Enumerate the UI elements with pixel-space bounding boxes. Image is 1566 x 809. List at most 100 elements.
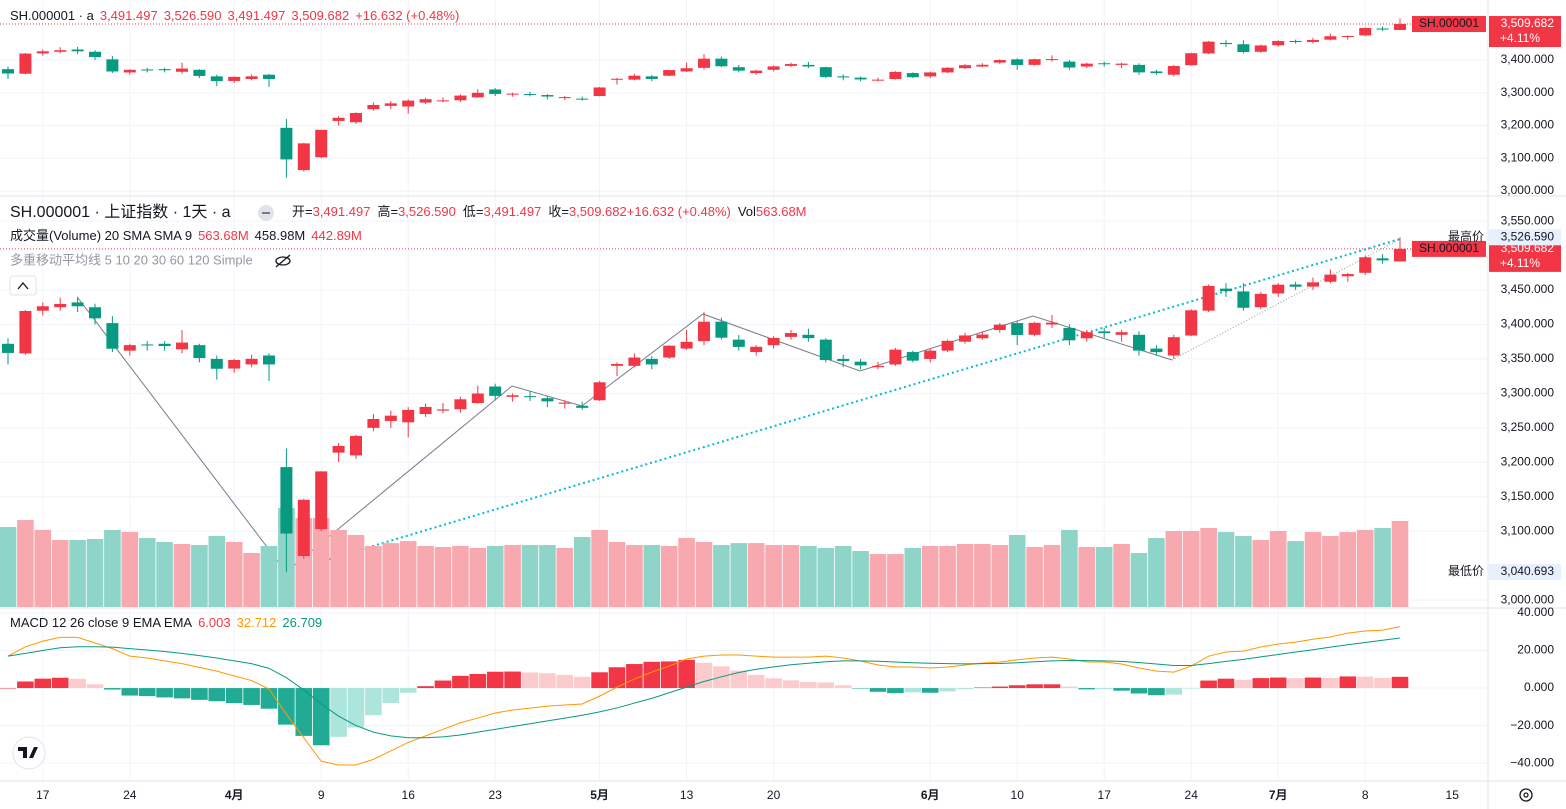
volume-bar	[486, 545, 504, 607]
mini-candle-body	[558, 97, 571, 99]
candle-body	[1098, 331, 1111, 334]
mini-candle-body	[36, 51, 49, 54]
volume-bar	[0, 527, 17, 607]
macd-histogram-bar	[678, 659, 695, 689]
macd-histogram-bar	[1200, 680, 1217, 689]
low-marker-name: 最低价	[1448, 564, 1484, 578]
mini-candle-body	[454, 95, 467, 101]
x-tick-label: 15	[1446, 788, 1460, 802]
volume-bar	[974, 543, 991, 607]
macd-histogram-bar	[1182, 688, 1200, 689]
macd-histogram-bar	[573, 676, 591, 689]
candle-body	[558, 402, 571, 404]
y-tick-label: 3,250.000	[1501, 420, 1555, 434]
y-tick-label: 3,300.000	[1501, 85, 1555, 99]
x-tick-label: 20	[767, 788, 781, 802]
volume-bar	[260, 545, 278, 607]
legend-value: 3,526.590	[398, 204, 456, 219]
candle-body	[1237, 291, 1250, 308]
grid	[0, 0, 1488, 780]
volume-bar	[138, 538, 156, 607]
mini-candle-body	[1324, 36, 1337, 40]
mini-candle-body	[854, 77, 867, 80]
symbol-label: SH.000001	[1419, 241, 1479, 255]
candle-body	[1307, 282, 1319, 287]
mini-candle-body	[1046, 59, 1058, 61]
mini-candle-body	[1063, 61, 1076, 68]
volume-bar	[556, 547, 574, 607]
volume-legend: 成交量(Volume) 20 SMA SMA 9 563.68M 458.98M 44…	[10, 228, 362, 243]
macd-histogram-bar	[991, 686, 1009, 689]
legend-value: 6.003	[198, 615, 231, 630]
candle-body	[802, 334, 815, 339]
volume-bar	[678, 538, 695, 607]
settings-button[interactable]	[1519, 788, 1533, 802]
mini-candle-body	[367, 104, 380, 110]
candle-body	[1394, 248, 1406, 262]
volume-bar	[869, 554, 887, 607]
mini-candle-body	[941, 67, 954, 73]
macd-histogram-bar	[365, 688, 382, 716]
mini-candle-body	[2, 69, 14, 74]
macd-legend: MACD 12 26 close 9 EMA EMA 6.003 32.712 26.…	[10, 615, 322, 630]
volume-bar	[208, 536, 226, 607]
volume-bar	[69, 540, 86, 607]
candle-body	[210, 358, 223, 369]
legend-value: 563.68M	[756, 204, 807, 219]
volume-bar	[1374, 527, 1391, 607]
volume-bar	[156, 541, 173, 607]
candle-body	[924, 350, 937, 359]
y-tick-label: 3,200.000	[1501, 454, 1555, 468]
macd-histogram-bar	[660, 661, 678, 689]
candle-body	[645, 358, 658, 365]
mini-candle-body	[193, 69, 206, 76]
mini-candle-body	[1254, 45, 1267, 52]
mini-candle-body	[210, 76, 223, 82]
mini-candle-body	[176, 68, 188, 72]
macd-histogram-bar	[1095, 688, 1113, 690]
candle-body	[611, 363, 623, 366]
mini-candle-body	[1080, 63, 1093, 67]
candle-body	[471, 393, 484, 404]
candle-body	[663, 345, 676, 358]
candle-body	[959, 335, 971, 342]
macd-histogram-bar	[1061, 686, 1078, 689]
candle-body	[1289, 284, 1302, 287]
macd-histogram-bar	[243, 688, 260, 705]
mini-candle-body	[1185, 53, 1198, 66]
mini-candle-body	[750, 70, 763, 74]
candle-body	[350, 435, 362, 456]
volume-bar	[365, 545, 382, 607]
macd-histogram-bar	[974, 687, 991, 689]
macd-histogram-bar	[312, 688, 330, 746]
mini-candle-body	[1028, 59, 1041, 65]
candle-body	[628, 357, 641, 366]
legend-value: 32.712	[237, 615, 277, 630]
price-label-bg	[1489, 240, 1561, 272]
visibility-icon[interactable]	[275, 256, 291, 266]
volume-bar	[643, 545, 661, 607]
volume-bar	[921, 545, 939, 607]
volume-bar	[104, 529, 121, 607]
collapse-legend-button[interactable]	[9, 275, 37, 296]
mini-candle-body	[698, 58, 710, 68]
mini-candle-body	[976, 64, 989, 67]
candle-body	[1185, 310, 1198, 336]
candle-body	[1202, 285, 1215, 311]
macd-histogram-bar	[1130, 688, 1148, 694]
volume-bar	[34, 529, 52, 607]
volume-bar	[1269, 531, 1287, 607]
macd-histogram-bar	[69, 678, 86, 689]
trend-line-thin	[1171, 238, 1401, 361]
mini-candle-body	[819, 67, 832, 77]
macd-histogram-bar	[1043, 684, 1061, 689]
volume-bar	[626, 545, 643, 607]
macd-histogram-bar	[399, 688, 417, 693]
mini-candle-body	[1098, 63, 1111, 65]
macd-histogram-bar	[1113, 688, 1130, 691]
mini-candle-body	[437, 100, 449, 102]
logo[interactable]	[12, 736, 46, 770]
signal-line	[7, 637, 1401, 739]
candle-body	[506, 395, 519, 397]
mini-candle-body	[1150, 71, 1163, 74]
